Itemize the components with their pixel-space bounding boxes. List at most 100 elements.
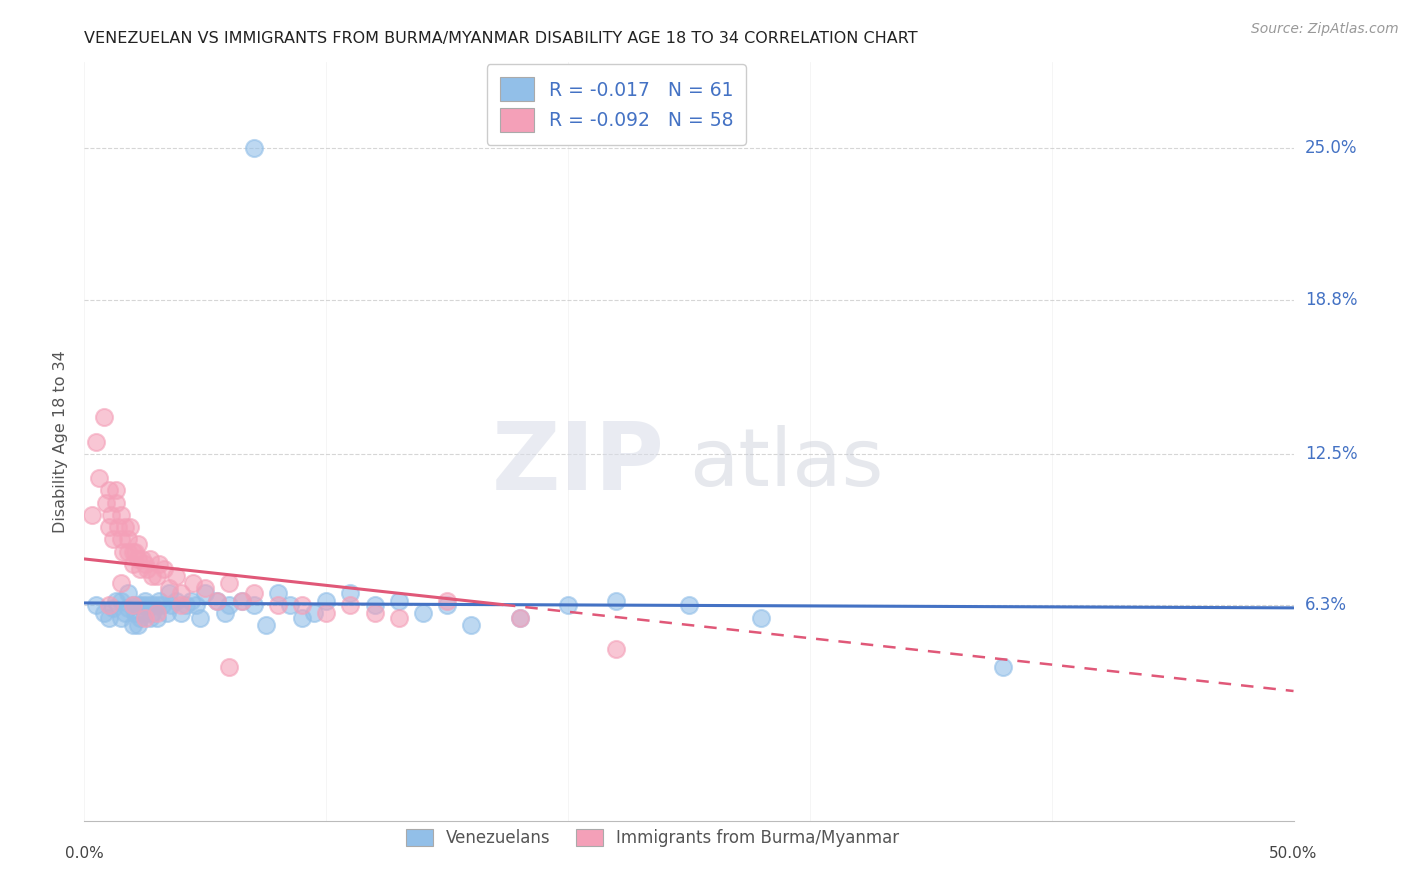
Point <box>93 410 115 425</box>
Point <box>231 593 253 607</box>
Point <box>165 569 187 583</box>
Point <box>218 576 240 591</box>
Point <box>214 606 236 620</box>
Point <box>127 618 149 632</box>
Point <box>605 642 627 657</box>
Point <box>302 606 325 620</box>
Point <box>104 483 127 498</box>
Point <box>146 610 169 624</box>
Point <box>146 599 169 613</box>
Text: 50.0%: 50.0% <box>1270 846 1317 861</box>
Point <box>339 599 361 613</box>
Point <box>157 586 180 600</box>
Point <box>117 586 139 600</box>
Point <box>100 508 122 522</box>
Point <box>134 606 156 620</box>
Text: VENEZUELAN VS IMMIGRANTS FROM BURMA/MYANMAR DISABILITY AGE 18 TO 34 CORRELATION : VENEZUELAN VS IMMIGRANTS FROM BURMA/MYAN… <box>84 31 918 46</box>
Point <box>141 569 163 583</box>
Point <box>110 508 132 522</box>
Point <box>339 586 361 600</box>
Point <box>110 593 132 607</box>
Point <box>315 606 337 620</box>
Point <box>242 599 264 613</box>
Point <box>605 593 627 607</box>
Point <box>170 586 193 600</box>
Point <box>124 606 146 620</box>
Point <box>93 606 115 620</box>
Point <box>86 599 108 613</box>
Point <box>138 552 160 566</box>
Point <box>509 610 531 624</box>
Point <box>148 593 170 607</box>
Point <box>148 557 170 571</box>
Point <box>181 576 204 591</box>
Point <box>218 599 240 613</box>
Point <box>136 562 159 576</box>
Point <box>254 618 277 632</box>
Point <box>751 610 773 624</box>
Point <box>120 520 142 534</box>
Point <box>157 582 180 596</box>
Point <box>194 586 217 600</box>
Text: 25.0%: 25.0% <box>1305 139 1357 157</box>
Point <box>104 593 127 607</box>
Point <box>207 593 229 607</box>
Point <box>412 606 434 620</box>
Point <box>267 599 290 613</box>
Point <box>436 593 458 607</box>
Point <box>134 610 156 624</box>
Point <box>388 610 411 624</box>
Point <box>174 599 197 613</box>
Point <box>104 496 127 510</box>
Point <box>124 544 146 558</box>
Point <box>278 599 301 613</box>
Point <box>87 471 110 485</box>
Point <box>993 659 1015 673</box>
Point <box>155 606 177 620</box>
Point <box>121 557 143 571</box>
Point <box>94 496 117 510</box>
Point <box>131 552 153 566</box>
Point <box>363 599 385 613</box>
Point <box>218 659 240 673</box>
Point <box>103 600 125 615</box>
Point <box>121 599 143 613</box>
Point <box>315 593 337 607</box>
Text: 6.3%: 6.3% <box>1305 597 1347 615</box>
Point <box>97 599 120 613</box>
Point <box>141 599 163 613</box>
Point <box>86 434 108 449</box>
Point <box>80 508 103 522</box>
Point <box>180 593 202 607</box>
Point <box>388 593 411 607</box>
Point <box>460 618 482 632</box>
Point <box>150 599 173 613</box>
Point <box>97 483 120 498</box>
Point <box>165 593 187 607</box>
Point <box>103 533 125 547</box>
Text: atlas: atlas <box>689 425 883 503</box>
Point <box>110 576 132 591</box>
Point <box>207 593 229 607</box>
Point <box>117 544 139 558</box>
Point <box>110 533 132 547</box>
Point <box>127 599 149 613</box>
Point <box>190 610 212 624</box>
Point <box>134 593 156 607</box>
Text: 12.5%: 12.5% <box>1305 445 1357 463</box>
Point <box>127 552 149 566</box>
Text: 18.8%: 18.8% <box>1305 291 1357 309</box>
Point <box>97 610 120 624</box>
Point <box>231 593 253 607</box>
Point <box>557 599 579 613</box>
Point <box>141 606 163 620</box>
Point <box>127 537 149 551</box>
Point <box>170 606 193 620</box>
Point <box>184 599 207 613</box>
Y-axis label: Disability Age 18 to 34: Disability Age 18 to 34 <box>53 351 69 533</box>
Point <box>153 562 176 576</box>
Point <box>107 520 129 534</box>
Point <box>242 141 264 155</box>
Point <box>134 557 156 571</box>
Point <box>112 544 135 558</box>
